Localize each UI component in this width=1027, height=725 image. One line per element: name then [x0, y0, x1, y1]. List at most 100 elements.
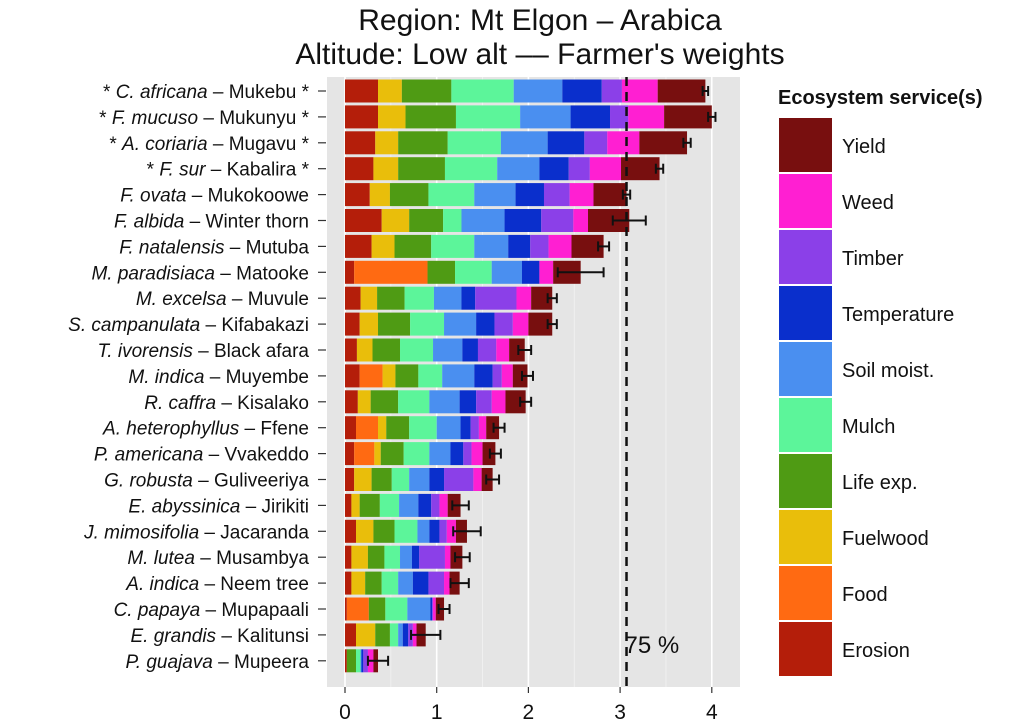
legend-swatch [779, 174, 832, 228]
bar-segment-fuelwood [356, 623, 376, 647]
bar-segment-temperature [450, 442, 464, 466]
bar-segment-life-exp [427, 260, 456, 284]
bar-segment-mulch [398, 390, 430, 414]
bar-segment-erosion [345, 79, 379, 103]
bar-segment-mulch [404, 286, 434, 310]
category-label: M. lutea – Musambya [127, 548, 309, 569]
bar-segment-timber [530, 234, 549, 258]
bar-segment-weed [439, 493, 448, 517]
bar-segment-weed [501, 364, 513, 388]
legend-swatch [779, 622, 832, 676]
bar-segment-soil-moist [417, 519, 430, 543]
category-label: * F. sur – Kabalira * [147, 160, 310, 181]
category-label: T. ivorensis – Black afara [97, 341, 309, 362]
category-label: A. heterophyllus – Ffene [102, 419, 309, 440]
bars [345, 79, 712, 673]
bar-segment-temperature [402, 623, 409, 647]
bar-segment-mulch [444, 157, 498, 181]
bar-segment-mulch [409, 416, 437, 440]
bar-segment-temperature [361, 649, 364, 673]
bar-segment-fuelwood [356, 338, 373, 362]
chart-title: Region: Mt Elgon – Arabica [358, 4, 722, 37]
bar-segment-erosion [345, 416, 357, 440]
category-label: * F. mucuso – Mukunyu * [99, 108, 309, 129]
bar-segment-weed [628, 105, 665, 129]
bar-segment-soil-moist [398, 623, 403, 647]
legend-swatch [779, 118, 832, 172]
bar-segment-mulch [400, 338, 434, 362]
bar-segment-timber [601, 79, 622, 103]
bar-segment-mulch [418, 364, 443, 388]
bar-segment-mulch [451, 79, 514, 103]
legend-swatch [779, 510, 832, 564]
x-tick-label: 3 [614, 701, 626, 724]
bar-segment-timber [541, 209, 574, 232]
bar-segment-timber [492, 364, 502, 388]
reference-line-label: 75 % [625, 632, 680, 659]
bar-segment-soil-moist [444, 312, 477, 336]
category-label: M. indica – Muyembe [128, 367, 309, 388]
bar-segment-soil-moist [520, 105, 571, 129]
bar-segment-soil-moist [433, 286, 462, 310]
bar-segment-erosion [345, 649, 347, 673]
bar-segment-life-exp [398, 131, 448, 155]
bar-segment-life-exp [371, 468, 392, 491]
bar-segment-food [346, 597, 369, 621]
category-label: E. abyssinica – Jirikiti [128, 496, 309, 517]
bar-segment-mulch [379, 493, 400, 517]
bar-segment-fuelwood [378, 79, 402, 103]
bar-segment-fuelwood [375, 131, 399, 155]
bar-segment-fuelwood [378, 416, 387, 440]
bar-segment-erosion [345, 209, 382, 232]
bar-segment-temperature [418, 493, 432, 517]
bar-segment-weed [589, 157, 622, 181]
bar-segment-life-exp [398, 157, 445, 181]
legend-label: Yield [842, 136, 886, 158]
bar-segment-weed [569, 183, 594, 207]
bar-segment-soil-moist [360, 649, 362, 673]
category-label: F. albida – Winter thorn [114, 212, 309, 233]
bar-segment-yield [639, 131, 688, 155]
bar-segment-life-exp [409, 209, 444, 232]
bar-segment-temperature [547, 131, 585, 155]
bar-segment-temperature [461, 286, 476, 310]
bar-segment-erosion [345, 338, 357, 362]
bar-segment-timber [439, 519, 447, 543]
bar-segment-mulch [455, 105, 521, 129]
bar-segment-temperature [570, 105, 611, 129]
bar-segment-fuelwood [369, 183, 390, 207]
bar-segment-food [359, 364, 383, 388]
bar-segment-erosion [345, 442, 355, 466]
category-label: * A. coriaria – Mugavu * [109, 134, 309, 155]
bar-segment-soil-moist [491, 260, 522, 284]
bar-segment-timber [431, 493, 440, 517]
bar-segment-mulch [381, 571, 399, 595]
category-label: M. paradisiaca – Matooke [91, 263, 309, 284]
bar-segment-soil-moist [398, 571, 413, 595]
bar-segment-temperature [429, 468, 445, 491]
bar-segment-weed [478, 416, 487, 440]
bar-segment-erosion [345, 597, 347, 621]
bar-segment-erosion [345, 183, 370, 207]
bar-segment-temperature [508, 234, 531, 258]
bar-segment-timber [477, 338, 497, 362]
bar-segment-fuelwood [356, 519, 374, 543]
legend-swatch [779, 398, 832, 452]
bar-segment-erosion [345, 157, 374, 181]
bar-segment-temperature [515, 183, 544, 207]
bar-segment-mulch [443, 209, 462, 232]
bar-segment-fuelwood [351, 571, 366, 595]
bar-segment-life-exp [375, 623, 390, 647]
bar-segment-mulch [410, 312, 445, 336]
error-bars [366, 86, 717, 666]
bar-segment-weed [621, 79, 658, 103]
bar-segment-food [356, 416, 379, 440]
bar-segment-weed [516, 286, 532, 310]
bar-segment-mulch [391, 468, 410, 491]
bar-segment-erosion [345, 468, 355, 491]
bar-segment-temperature [504, 209, 542, 232]
bar-segment-temperature [429, 519, 440, 543]
bar-segment-fuelwood [378, 105, 406, 129]
x-axis: 0 1 2 3 4 [339, 687, 718, 724]
